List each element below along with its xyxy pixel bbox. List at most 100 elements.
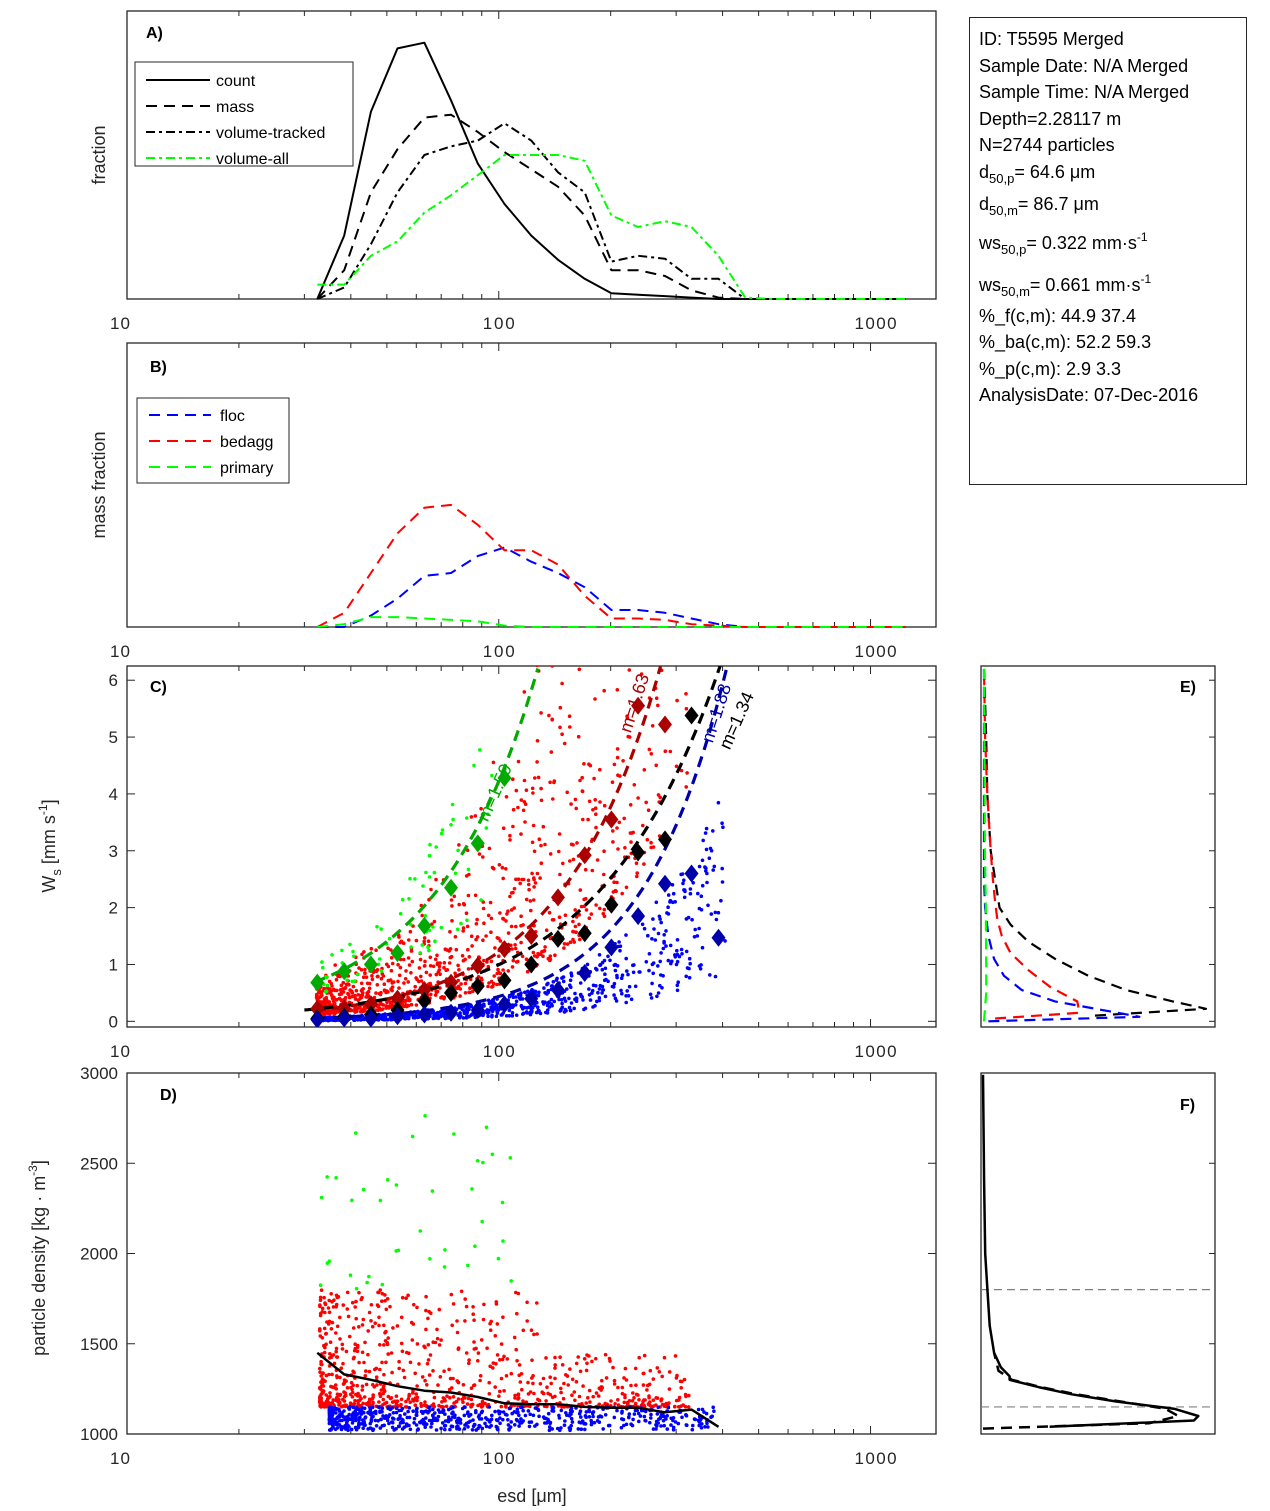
scatter-point <box>530 840 535 845</box>
scatter-primary <box>318 1114 513 1291</box>
scatter-point <box>457 843 461 847</box>
scatter-point <box>545 1404 549 1409</box>
scatter-point <box>398 965 403 970</box>
scatter-point <box>473 893 478 898</box>
scatter-point <box>508 1156 513 1160</box>
scatter-point <box>323 1345 327 1350</box>
scatter-point <box>320 1306 325 1311</box>
scatter-point <box>451 817 455 822</box>
bin-mean-marker <box>604 938 619 957</box>
scatter-point <box>569 1001 574 1005</box>
scatter-point <box>619 314 623 318</box>
scatter-point <box>716 800 721 805</box>
bin-mean-marker <box>390 989 405 1008</box>
scatter-point <box>519 1417 523 1421</box>
scatter-point <box>661 416 665 420</box>
scatter-point <box>560 646 564 650</box>
scatter-point <box>379 927 384 931</box>
scatter-point <box>487 1380 492 1385</box>
scatter-point <box>557 1416 562 1420</box>
scatter-point <box>337 1397 341 1402</box>
scatter-point <box>546 1008 550 1012</box>
scatter-point <box>635 871 639 875</box>
scatter-point <box>363 1340 367 1345</box>
scatter-point <box>461 958 466 963</box>
scatter-point <box>319 1374 324 1378</box>
scatter-point <box>516 877 521 881</box>
scatter-point <box>520 997 525 1001</box>
scatter-point <box>636 1411 641 1416</box>
scatter-point <box>675 938 680 942</box>
scatter-point <box>593 798 597 802</box>
scatter-point <box>397 1359 401 1364</box>
scatter-point <box>548 1375 552 1379</box>
scatter-point <box>327 1298 332 1303</box>
scatter-point <box>408 929 413 934</box>
scatter-point <box>569 802 573 806</box>
scatter-point <box>341 1361 345 1366</box>
bin-mean-marker <box>577 846 592 865</box>
bin-mean-marker <box>524 989 539 1008</box>
scatter-point <box>368 1408 373 1412</box>
scatter-point <box>482 921 486 925</box>
scatter-point <box>358 1415 362 1420</box>
scatter-point <box>592 776 596 781</box>
scatter-point <box>585 1353 589 1357</box>
scatter-point <box>633 984 638 989</box>
scatter-point <box>603 966 608 971</box>
scatter-point <box>431 925 435 929</box>
scatter-point <box>576 734 581 739</box>
scatter-point <box>636 353 640 357</box>
panel-e-series <box>982 668 1208 1023</box>
scatter-point <box>539 798 544 803</box>
scatter-point <box>337 1403 341 1407</box>
scatter-point <box>331 1408 335 1413</box>
scatter-point <box>572 1390 577 1394</box>
scatter-point <box>346 1314 351 1319</box>
scatter-point <box>454 1399 459 1404</box>
scatter-point <box>642 926 647 931</box>
panel-e-label: E) <box>1180 679 1196 696</box>
scatter-point <box>419 979 424 983</box>
scatter-point <box>643 280 647 284</box>
scatter-point <box>620 991 624 996</box>
scatter-point <box>389 948 393 952</box>
scatter-point <box>533 776 537 780</box>
scatter-point <box>541 1415 546 1419</box>
scatter-point <box>400 1417 404 1422</box>
ylabel-part: particle density [kg · m <box>29 1176 49 1356</box>
scatter-point <box>703 1425 707 1429</box>
scatter-point <box>523 990 527 995</box>
scatter-point <box>359 968 364 972</box>
scatter-point <box>512 886 517 891</box>
scatter-point <box>370 1415 374 1420</box>
scatter-point <box>549 750 554 754</box>
scatter-point <box>328 1428 333 1432</box>
panel-c-frame <box>126 665 937 1028</box>
scatter-point <box>570 1377 575 1382</box>
scatter-point <box>374 969 379 974</box>
scatter-point <box>665 432 669 436</box>
scatter-point <box>651 606 655 610</box>
scatter-point <box>375 974 380 979</box>
scatter-point <box>629 1383 633 1388</box>
scatter-point <box>683 1392 688 1397</box>
scatter-point <box>494 1014 499 1018</box>
scatter-point <box>482 1302 486 1307</box>
bin-mean-marker <box>470 1000 485 1019</box>
ws50p-sub: 50,p <box>1001 241 1027 257</box>
scatter-point <box>550 1427 554 1431</box>
scatter-point <box>515 1359 519 1363</box>
scatter-point <box>356 1425 361 1429</box>
scatter-point <box>464 1304 469 1309</box>
x-tick-label: 1000 <box>855 642 897 661</box>
scatter-point <box>513 1393 517 1398</box>
scatter-point <box>553 953 557 957</box>
scatter-point <box>341 1425 346 1430</box>
scatter-point <box>633 1401 638 1406</box>
scatter-point <box>319 1359 323 1364</box>
scatter-point <box>624 1422 629 1427</box>
scatter-point <box>536 775 541 780</box>
scatter-point <box>440 995 444 999</box>
